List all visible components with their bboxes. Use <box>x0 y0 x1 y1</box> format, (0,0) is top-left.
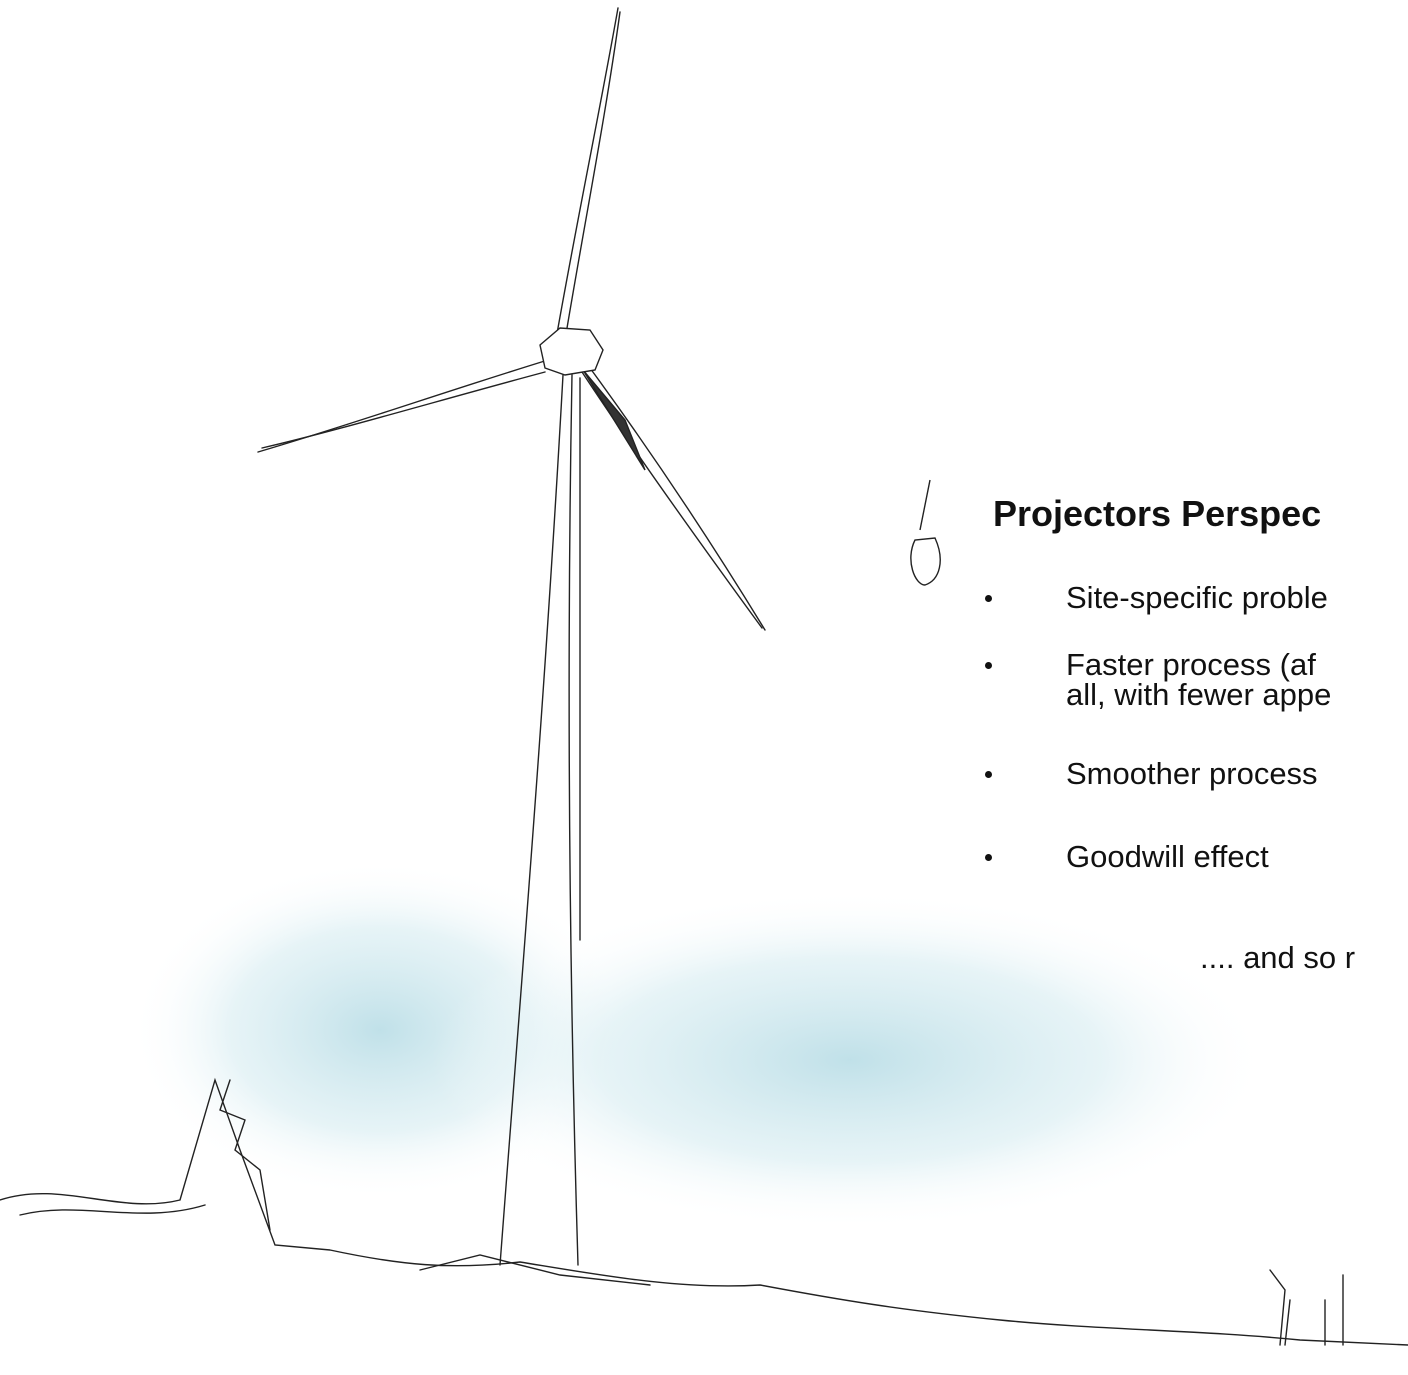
bullet <box>985 662 992 669</box>
bullet-text: Goodwill effect <box>1066 842 1269 872</box>
bullet-line: Site-specific proble <box>1066 583 1328 613</box>
bullet-item: Smoother process <box>985 759 1318 789</box>
bullet-item: Site-specific proble <box>985 583 1328 613</box>
bullet-text: Site-specific proble <box>1066 583 1328 613</box>
bullet-item: Goodwill effect <box>985 842 1269 872</box>
bullet <box>985 595 992 602</box>
bullet <box>985 771 992 778</box>
bullet-line: Smoother process <box>1066 759 1318 789</box>
heading: Projectors Perspec <box>993 493 1321 535</box>
bullet-line: all, with fewer appe <box>1066 680 1331 710</box>
bullet-line: Goodwill effect <box>1066 842 1269 872</box>
closing-note: .... and so r <box>1200 940 1355 976</box>
bullet-text: Smoother process <box>1066 759 1318 789</box>
bullet-line: Faster process (af <box>1066 650 1331 680</box>
slide: Projectors Perspec Site-specific proble F… <box>0 0 1408 1375</box>
shovel-icon <box>911 480 940 585</box>
bullet <box>985 854 992 861</box>
